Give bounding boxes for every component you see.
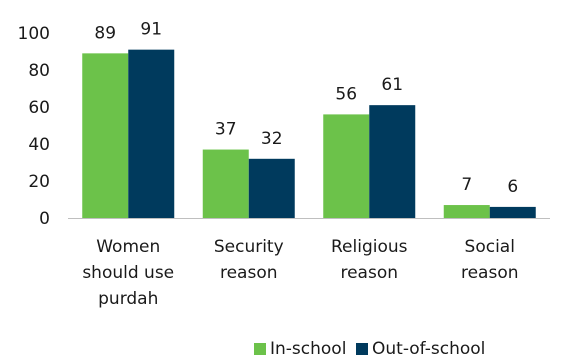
y-tick-label: 0	[39, 209, 50, 229]
category-label: Security	[214, 237, 284, 257]
data-label: 89	[94, 23, 116, 43]
data-label: 91	[140, 20, 162, 40]
y-tick-label: 40	[28, 135, 50, 155]
data-label: 7	[461, 175, 472, 195]
data-label: 32	[261, 129, 283, 149]
y-axis: 0 20 40 60 80 100	[18, 24, 550, 229]
y-tick-label: 60	[28, 98, 50, 118]
category-label: reason	[340, 263, 398, 283]
bar-in-school	[202, 149, 249, 218]
bars	[82, 49, 536, 219]
category-label: reason	[220, 263, 278, 283]
category-label: should use	[82, 263, 174, 283]
bar-in-school	[82, 53, 129, 218]
category-label: Religious	[331, 237, 408, 257]
legend-swatch	[356, 343, 368, 355]
y-tick-label: 20	[28, 172, 50, 192]
bar-out-of-school	[369, 105, 416, 218]
legend: In-school Out-of-school	[254, 339, 485, 359]
legend-swatch	[254, 343, 266, 355]
data-label: 37	[215, 120, 237, 140]
category-label: Women	[96, 237, 160, 257]
data-label: 61	[381, 75, 403, 95]
legend-label: In-school	[270, 339, 346, 359]
x-axis: Women should use purdah Security reason Relig…	[82, 237, 518, 309]
bar-in-school	[323, 114, 370, 218]
bar-out-of-school	[128, 49, 175, 219]
bar-out-of-school	[248, 158, 295, 218]
data-label: 56	[335, 84, 357, 104]
category-label: Social	[465, 237, 515, 257]
category-label: purdah	[98, 289, 158, 309]
bar-in-school	[443, 205, 490, 218]
data-label: 6	[507, 177, 518, 197]
data-labels: 89 91 37 32 56 61 7 6	[94, 20, 518, 197]
bar-out-of-school	[489, 206, 536, 218]
category-label: reason	[461, 263, 519, 283]
y-tick-label: 100	[18, 24, 50, 44]
y-tick-label: 80	[28, 61, 50, 81]
legend-label: Out-of-school	[372, 339, 485, 359]
